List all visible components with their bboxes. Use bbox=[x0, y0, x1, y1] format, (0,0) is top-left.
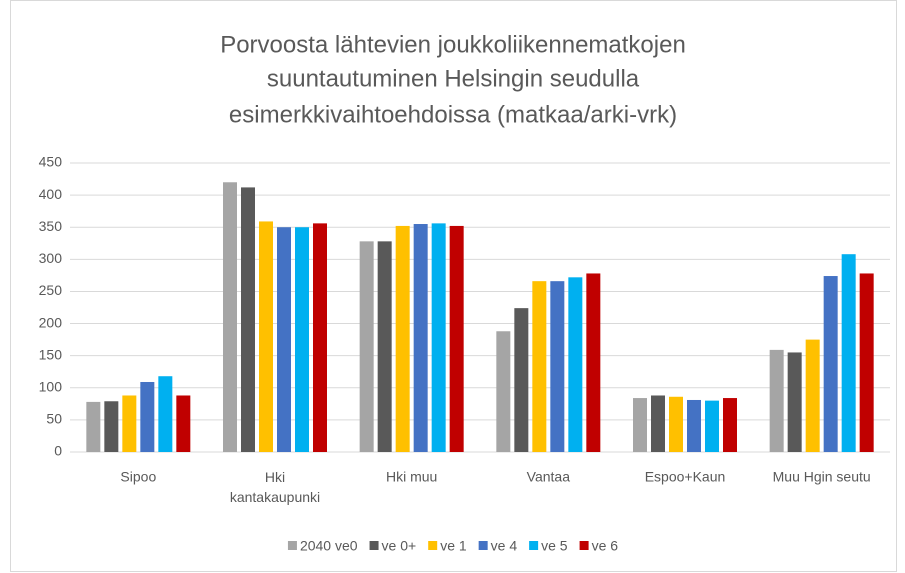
bar bbox=[687, 399, 701, 452]
bar bbox=[140, 381, 155, 452]
bar bbox=[787, 352, 802, 452]
bar bbox=[359, 241, 374, 452]
chart-title: esimerkkivaihtoehdoissa (matkaa/arki-vrk… bbox=[229, 101, 677, 128]
bar bbox=[395, 225, 410, 452]
bar bbox=[377, 241, 392, 452]
bar bbox=[295, 227, 309, 452]
bar bbox=[532, 281, 547, 452]
bar bbox=[496, 331, 511, 452]
x-tick-label: Muu Hgin seutu bbox=[773, 469, 871, 485]
y-tick-label: 50 bbox=[46, 411, 62, 427]
bar bbox=[841, 254, 856, 452]
x-tick-label: Hki muu bbox=[386, 469, 437, 485]
y-tick-label: 100 bbox=[39, 378, 63, 394]
bar bbox=[259, 221, 273, 452]
bar bbox=[241, 187, 255, 452]
bar bbox=[805, 339, 820, 452]
legend-label: ve 0+ bbox=[382, 538, 417, 554]
legend-label: ve 4 bbox=[491, 538, 518, 554]
bar bbox=[158, 376, 173, 452]
bar bbox=[859, 273, 874, 452]
x-tick-label: Espoo+Kaun bbox=[645, 469, 726, 485]
bar bbox=[586, 273, 601, 452]
y-tick-label: 0 bbox=[54, 443, 62, 459]
legend-swatch bbox=[428, 541, 438, 550]
bar bbox=[769, 349, 784, 452]
legend-label: ve 6 bbox=[592, 538, 619, 554]
bar bbox=[449, 225, 464, 452]
y-tick-label: 400 bbox=[39, 186, 63, 202]
legend-label: ve 1 bbox=[440, 538, 467, 554]
bar bbox=[514, 308, 529, 452]
bar bbox=[550, 281, 565, 452]
bar bbox=[86, 401, 101, 452]
legend-swatch bbox=[478, 541, 488, 550]
bar bbox=[723, 398, 737, 452]
legend-swatch bbox=[579, 541, 589, 550]
legend-swatch bbox=[369, 541, 379, 550]
y-tick-label: 450 bbox=[39, 154, 63, 170]
y-tick-label: 250 bbox=[39, 282, 63, 298]
chart-title: suuntautuminen Helsingin seudulla bbox=[267, 65, 640, 92]
legend-label: 2040 ve0 bbox=[300, 538, 358, 554]
bar bbox=[705, 400, 719, 452]
x-tick-label: Vantaa bbox=[527, 469, 571, 485]
bar bbox=[223, 182, 237, 452]
bar bbox=[651, 395, 665, 452]
chart-title: Porvoosta lähtevien joukkoliikennematkoj… bbox=[220, 31, 686, 58]
bar bbox=[277, 227, 291, 452]
x-tick-label: Sipoo bbox=[120, 469, 156, 485]
y-tick-label: 300 bbox=[39, 250, 63, 266]
y-tick-label: 350 bbox=[39, 218, 63, 234]
legend-swatch bbox=[287, 541, 297, 550]
bar bbox=[823, 276, 838, 452]
bar bbox=[176, 395, 191, 452]
x-tick-label: Hki kantakaupunki bbox=[230, 469, 320, 505]
bar bbox=[413, 224, 428, 452]
bar bbox=[669, 396, 683, 452]
bar bbox=[122, 395, 137, 452]
legend-swatch bbox=[529, 541, 539, 550]
bar bbox=[313, 223, 327, 452]
bar bbox=[104, 401, 119, 452]
y-tick-label: 200 bbox=[39, 314, 63, 330]
bar bbox=[633, 398, 647, 452]
bar bbox=[568, 277, 583, 452]
bar bbox=[431, 223, 446, 452]
y-tick-label: 150 bbox=[39, 346, 63, 362]
legend-label: ve 5 bbox=[541, 538, 568, 554]
